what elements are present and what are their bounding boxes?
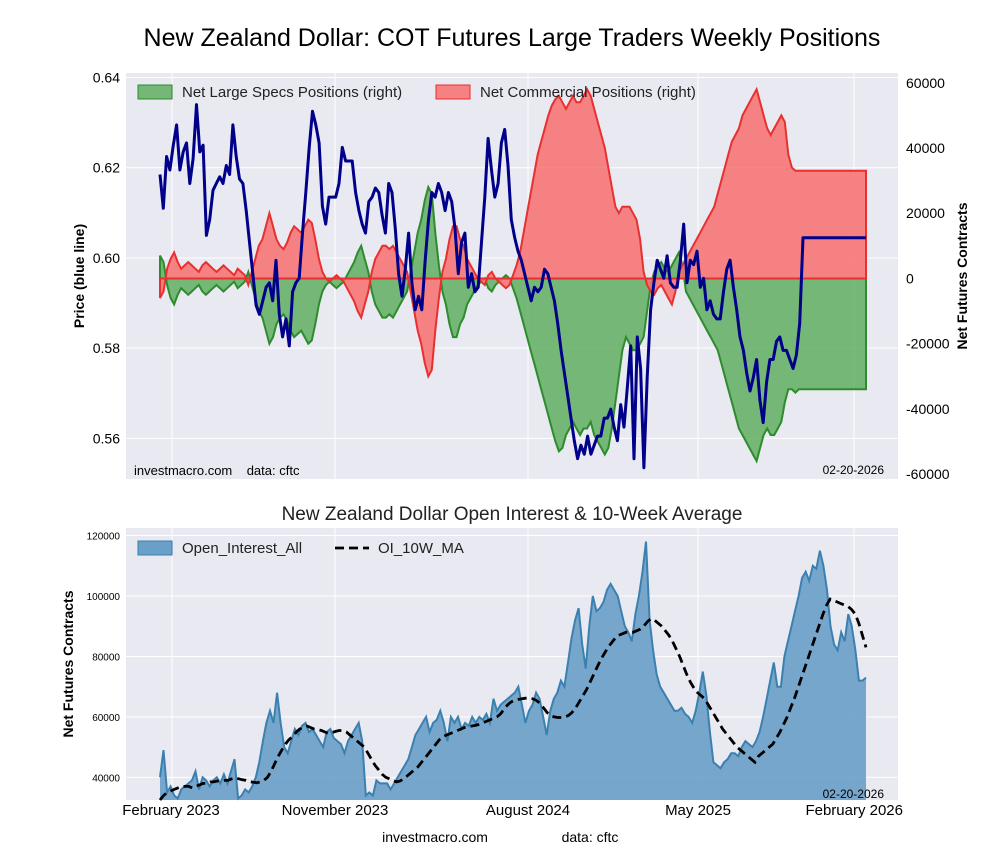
bottom-axis-label: Net Futures Contracts bbox=[60, 590, 76, 737]
top-right-tick-label: -20000 bbox=[906, 336, 950, 352]
bottom-tick-label: 120000 bbox=[87, 532, 121, 543]
bottom-tick-label: 100000 bbox=[87, 592, 121, 603]
bottom-panel-title: New Zealand Dollar Open Interest & 10-We… bbox=[282, 504, 743, 525]
legend-specs-label: Net Large Specs Positions (right) bbox=[182, 84, 402, 101]
x-tick-label: February 2023 bbox=[122, 802, 220, 819]
open-interest-area bbox=[160, 541, 866, 800]
top-date-label: 02-20-2026 bbox=[823, 463, 885, 477]
legend-oi-label: Open_Interest_All bbox=[182, 540, 302, 557]
x-tick-label: November 2023 bbox=[282, 802, 389, 819]
top-right-axis: -60000 -40000 -20000 0 20000 40000 60000 bbox=[906, 75, 950, 482]
figure-title: New Zealand Dollar: COT Futures Large Tr… bbox=[144, 24, 881, 52]
top-left-tick-label: 0.62 bbox=[93, 160, 120, 176]
top-left-tick-label: 0.64 bbox=[93, 70, 120, 86]
top-legend: Net Large Specs Positions (right) Net Com… bbox=[137, 84, 696, 101]
top-right-axis-label: Net Futures Contracts bbox=[954, 202, 970, 349]
bottom-legend: Open_Interest_All OI_10W_MA bbox=[137, 540, 464, 557]
x-tick-label: May 2025 bbox=[665, 802, 731, 819]
bottom-tick-label: 80000 bbox=[92, 652, 120, 663]
top-left-tick-label: 0.58 bbox=[93, 340, 120, 356]
x-tick-label: August 2024 bbox=[486, 802, 570, 819]
footer-site: investmacro.com bbox=[382, 829, 488, 845]
top-left-axis-label: Price (blue line) bbox=[71, 224, 87, 328]
bottom-left-axis: 40000 60000 80000 100000 120000 bbox=[87, 532, 121, 785]
bottom-date-label: 02-20-2026 bbox=[823, 787, 885, 801]
bottom-tick-label: 40000 bbox=[92, 773, 120, 784]
top-watermark: investmacro.com data: cftc bbox=[134, 463, 300, 478]
legend-specs-swatch bbox=[137, 84, 173, 100]
legend-oi-swatch bbox=[137, 540, 173, 556]
legend-commercial-label: Net Commercial Positions (right) bbox=[480, 84, 696, 101]
bottom-x-axis: February 2023 November 2023 August 2024 May… bbox=[122, 802, 903, 819]
top-right-tick-label: -60000 bbox=[906, 466, 950, 482]
bottom-panel-areas bbox=[159, 541, 867, 801]
top-right-tick-label: -40000 bbox=[906, 401, 950, 417]
price-line bbox=[158, 103, 866, 470]
legend-commercial-swatch bbox=[435, 84, 471, 100]
x-tick-label: February 2026 bbox=[805, 802, 903, 819]
top-left-tick-label: 0.56 bbox=[93, 430, 120, 446]
legend-ma-label: OI_10W_MA bbox=[378, 540, 464, 557]
open-interest-line bbox=[159, 541, 867, 801]
top-right-tick-label: 20000 bbox=[906, 205, 945, 221]
top-right-tick-label: 40000 bbox=[906, 140, 945, 156]
footer-source: data: cftc bbox=[562, 829, 619, 845]
bottom-tick-label: 60000 bbox=[92, 713, 120, 724]
top-panel-lines bbox=[158, 103, 866, 470]
net-large-specs-area bbox=[159, 184, 867, 464]
top-left-tick-label: 0.60 bbox=[93, 250, 120, 266]
top-right-tick-label: 60000 bbox=[906, 75, 945, 91]
top-left-axis: 0.56 0.58 0.60 0.62 0.64 bbox=[93, 70, 120, 447]
top-right-tick-label: 0 bbox=[906, 270, 914, 286]
